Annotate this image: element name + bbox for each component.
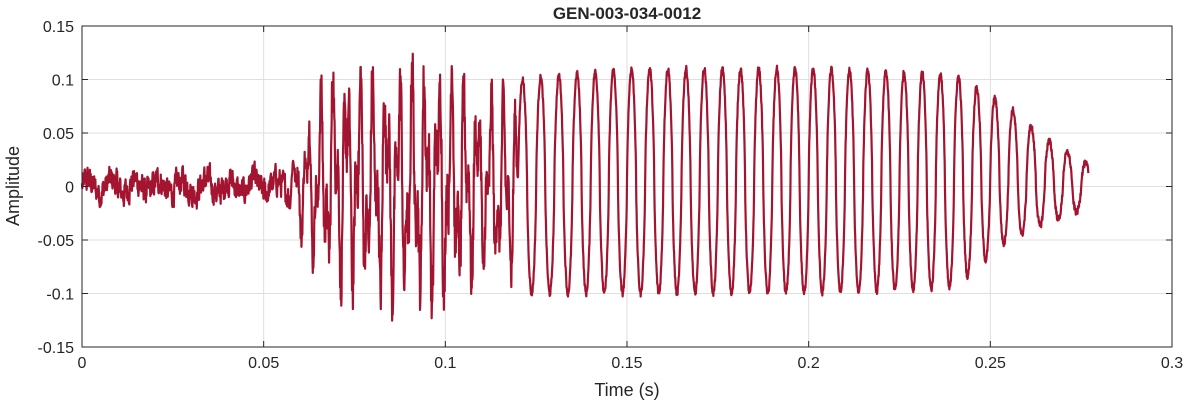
x-axis-label: Time (s) [594, 380, 659, 400]
x-tick-label: 0.15 [611, 355, 642, 372]
y-axis-label: Amplitude [3, 146, 23, 226]
x-tick-label: 0 [78, 355, 87, 372]
signal-layer [80, 52, 1090, 322]
y-tick-label: -0.05 [38, 233, 75, 250]
ticks: 0 0.05 0.1 0.15 0.2 0.25 0.3 -0.15 -0.1 -0.05 0 0.0… [38, 19, 1184, 372]
x-tick-label: 0.3 [1161, 355, 1183, 372]
x-tick-label: 0.1 [434, 355, 456, 372]
y-tick-label: 0.15 [43, 19, 74, 36]
y-tick-label: -0.15 [38, 340, 75, 357]
x-tick-label: 0.05 [248, 355, 279, 372]
signal-line [80, 52, 1090, 322]
y-tick-label: 0.05 [43, 126, 74, 143]
chart-title: GEN-003-034-0012 [553, 4, 701, 23]
x-tick-label: 0.2 [798, 355, 820, 372]
y-tick-label: 0.1 [52, 73, 74, 90]
x-tick-label: 0.25 [975, 355, 1006, 372]
y-tick-label: -0.1 [46, 287, 74, 304]
y-tick-label: 0 [65, 180, 74, 197]
